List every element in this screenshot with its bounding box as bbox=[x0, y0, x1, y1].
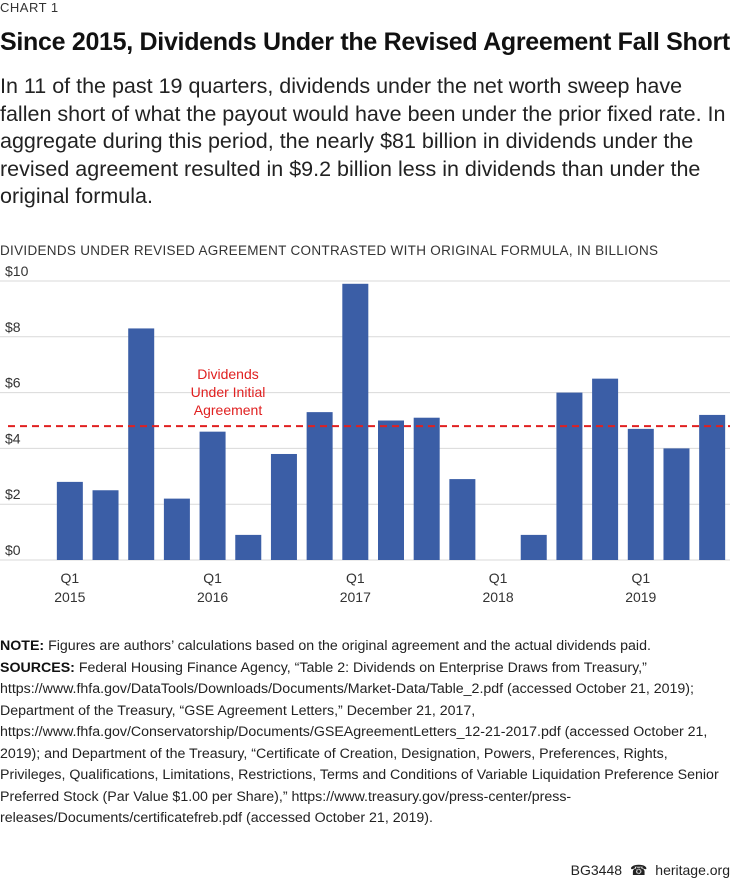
x-tick-label: Q1 bbox=[203, 570, 222, 586]
footer: BG3448 ☎ heritage.org bbox=[571, 862, 730, 879]
dividends-bar-chart: $0 $2 $4 $6 $8 $10 Dividends Under Initial Agre… bbox=[0, 263, 730, 605]
bar bbox=[592, 378, 619, 560]
x-tick-label: Q1 bbox=[489, 570, 508, 586]
chart-units-heading: DIVIDENDS UNDER REVISED AGREEMENT CONTRA… bbox=[0, 243, 659, 258]
bar bbox=[235, 534, 262, 560]
reference-line-group: Dividends Under Initial Agreement bbox=[8, 366, 730, 428]
y-tick-label: $8 bbox=[5, 319, 21, 335]
bar bbox=[520, 534, 547, 560]
chart-kicker: CHART 1 bbox=[0, 0, 59, 15]
chart-title: Since 2015, Dividends Under the Revised … bbox=[0, 28, 730, 56]
notes-block: NOTE: Figures are authors’ calculations … bbox=[0, 636, 734, 830]
x-tick-year-label: 2019 bbox=[625, 589, 656, 605]
note-label: NOTE: bbox=[0, 638, 45, 654]
x-tick-label: Q1 bbox=[60, 570, 79, 586]
bar bbox=[270, 453, 297, 560]
x-tick-year-label: 2018 bbox=[482, 589, 513, 605]
chart-subtitle: In 11 of the past 19 quarters, dividends… bbox=[0, 74, 726, 208]
y-axis-ticks: $0 $2 $4 $6 $8 $10 bbox=[5, 263, 29, 558]
bar bbox=[413, 417, 440, 560]
y-tick-label: $6 bbox=[5, 375, 21, 391]
bar bbox=[663, 448, 690, 560]
sources-line: SOURCES: Federal Housing Finance Agency,… bbox=[0, 658, 734, 830]
y-tick-label: $0 bbox=[5, 542, 21, 558]
sources-label: SOURCES: bbox=[0, 659, 75, 676]
footer-site: heritage.org bbox=[655, 862, 730, 878]
y-tick-label: $10 bbox=[5, 263, 29, 279]
bar bbox=[199, 431, 226, 560]
x-tick-year-label: 2017 bbox=[340, 589, 371, 605]
x-tick-label: Q1 bbox=[631, 570, 650, 586]
bar bbox=[378, 420, 404, 560]
bars bbox=[56, 283, 726, 560]
x-tick-label: Q1 bbox=[346, 570, 365, 586]
bar bbox=[449, 479, 476, 560]
reference-line-label: Dividends bbox=[197, 366, 258, 382]
bar bbox=[92, 490, 119, 560]
y-tick-label: $4 bbox=[5, 430, 21, 446]
x-tick-year-label: 2015 bbox=[54, 589, 85, 605]
bar bbox=[342, 283, 369, 560]
phone-icon: ☎ bbox=[629, 862, 648, 878]
bar bbox=[699, 414, 726, 560]
x-tick-year-label: 2016 bbox=[197, 589, 228, 605]
x-axis-ticks: Q1 2015 Q1 2016 Q1 2017 Q1 2018 Q1 2019 bbox=[54, 570, 656, 605]
bar bbox=[556, 392, 583, 560]
sources-text: Federal Housing Finance Agency, “Table 2… bbox=[0, 659, 719, 827]
y-tick-label: $2 bbox=[5, 486, 21, 502]
note-text: Figures are authors’ calculations based … bbox=[48, 638, 651, 654]
bar bbox=[627, 428, 654, 560]
reference-line-label: Under Initial bbox=[191, 384, 266, 400]
reference-line-label: Agreement bbox=[194, 402, 263, 418]
note-line: NOTE: Figures are authors’ calculations … bbox=[0, 636, 734, 658]
bar bbox=[56, 481, 83, 560]
report-code: BG3448 bbox=[570, 862, 623, 878]
bar bbox=[163, 498, 190, 560]
bar bbox=[306, 412, 333, 560]
bar bbox=[128, 328, 155, 560]
